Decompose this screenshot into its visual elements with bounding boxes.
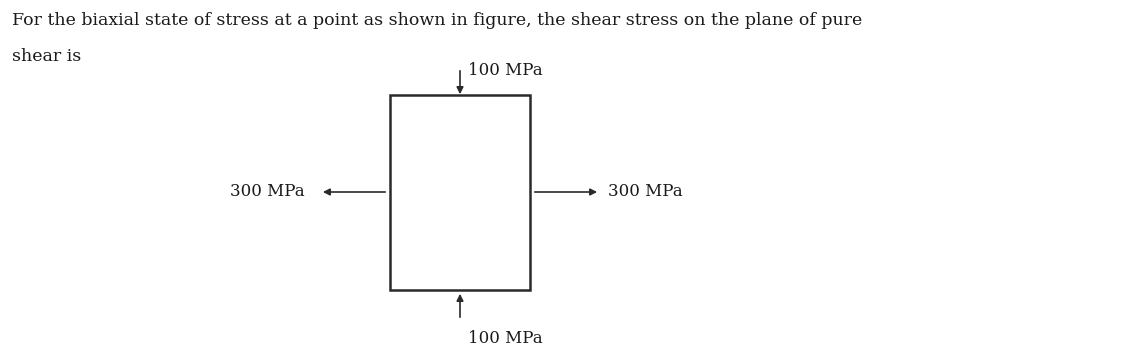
Text: 100 MPa: 100 MPa [468,62,542,79]
Text: 300 MPa: 300 MPa [608,183,683,200]
Text: 300 MPa: 300 MPa [230,183,305,200]
Text: For the biaxial state of stress at a point as shown in figure, the shear stress : For the biaxial state of stress at a poi… [12,12,863,29]
Text: shear is: shear is [12,48,82,65]
Bar [391,95,530,290]
Text: 100 MPa: 100 MPa [468,330,542,347]
